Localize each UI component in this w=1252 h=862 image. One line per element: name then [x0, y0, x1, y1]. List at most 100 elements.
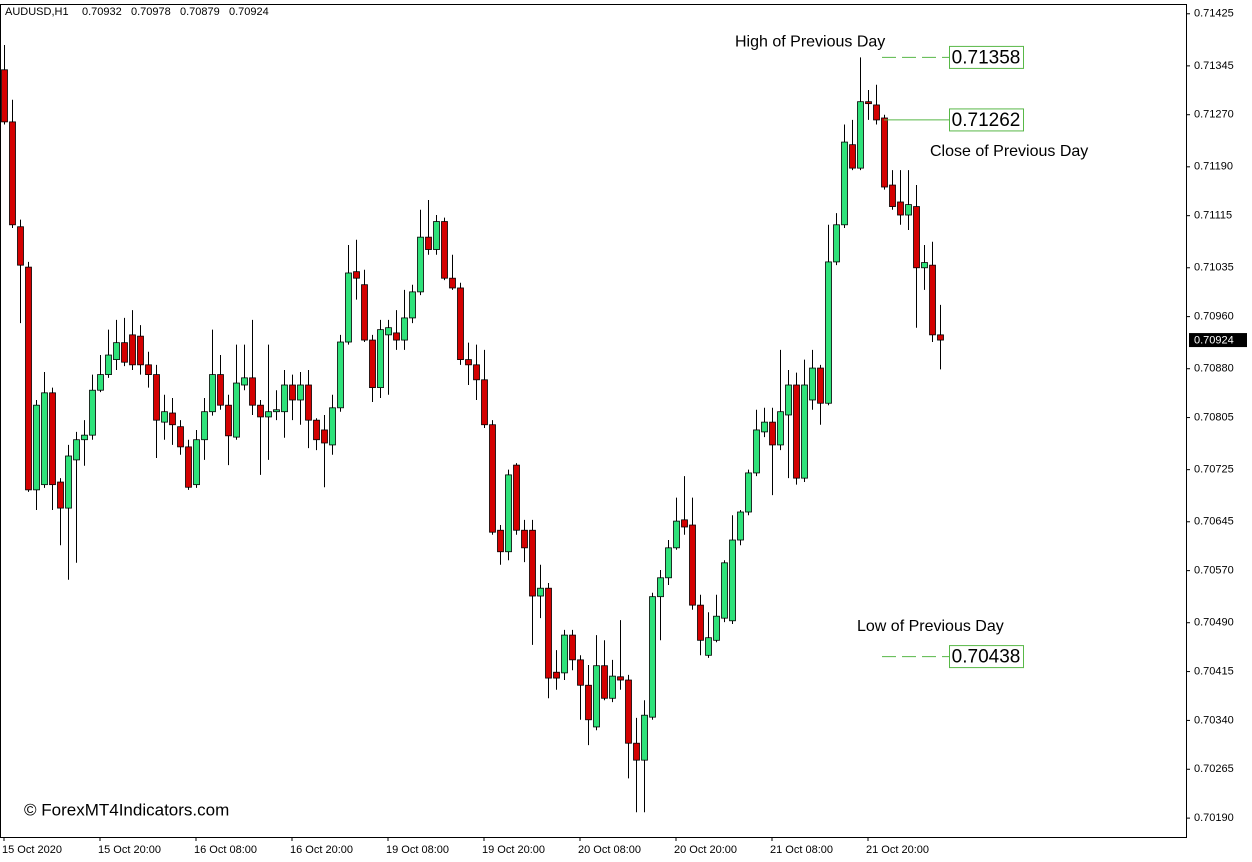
candle-body [297, 384, 304, 401]
candle-body [81, 434, 88, 441]
candle-body [937, 334, 944, 341]
candle-body [713, 615, 720, 641]
candle-body [489, 424, 496, 533]
y-tick-label: 0.71345 [1194, 60, 1234, 72]
candle-body [289, 384, 296, 401]
candle-body [625, 679, 632, 744]
candle-body [505, 474, 512, 553]
candle-body [105, 354, 112, 375]
level-box [949, 645, 1024, 669]
candle-body [537, 587, 544, 597]
candle-body [233, 382, 240, 438]
y-tick-label: 0.70880 [1194, 363, 1234, 375]
candle-body [57, 481, 64, 509]
candle-body [321, 429, 328, 444]
candle-body [849, 144, 856, 169]
candle-body [617, 676, 624, 681]
candle-body [353, 271, 360, 279]
level-box [949, 45, 1024, 69]
candle-body [97, 374, 104, 391]
y-tick-label: 0.70190 [1194, 812, 1234, 824]
candle-body [633, 742, 640, 761]
price-marker [1189, 333, 1247, 348]
candle-body [377, 329, 384, 389]
candle-body [169, 412, 176, 426]
candle-body [913, 206, 920, 269]
y-tick-label: 0.70490 [1194, 617, 1234, 629]
ohlc-low: 0.70879 [180, 6, 220, 18]
candle-body [161, 411, 168, 423]
candle-body [257, 404, 264, 418]
candle-body [561, 634, 568, 674]
candle-body [889, 184, 896, 207]
y-tick-label: 0.70645 [1194, 516, 1234, 528]
candle-body [857, 101, 864, 169]
candle-body [553, 671, 560, 679]
candle-body [473, 364, 480, 381]
candle-body [273, 409, 280, 413]
candle-body [873, 104, 880, 121]
candle-body [721, 562, 728, 619]
candle-body [441, 221, 448, 279]
candle-body [153, 374, 160, 421]
ohlc-close: 0.70924 [229, 6, 269, 18]
candle-body [345, 272, 352, 343]
symbol: AUDUSD,H1 [5, 6, 69, 18]
candle-body [305, 384, 312, 421]
candle-body [201, 411, 208, 441]
candle-body [177, 426, 184, 448]
candle-body [585, 684, 592, 721]
candle-body [921, 262, 928, 269]
candle-body [689, 524, 696, 606]
candle-body [241, 377, 248, 386]
candle-body [49, 392, 56, 486]
candle-body [657, 577, 664, 598]
ohlc-open: 0.70932 [82, 6, 122, 18]
candle-body [9, 121, 16, 226]
candle-body [697, 604, 704, 641]
candle-body [753, 429, 760, 474]
y-tick-label: 0.71270 [1194, 109, 1234, 121]
candle-body [113, 342, 120, 361]
candle-body [129, 334, 136, 366]
candle-body [801, 384, 808, 479]
candle-body [433, 221, 440, 250]
candle-body [809, 367, 816, 401]
x-tick-label: 19 Oct 20:00 [482, 844, 545, 856]
candle-body [425, 236, 432, 250]
candle-body [593, 665, 600, 728]
candle-body [745, 472, 752, 513]
candle-body [1, 69, 8, 123]
x-tick-label: 16 Oct 20:00 [290, 844, 353, 856]
candle-body [905, 204, 912, 216]
y-tick-label: 0.70805 [1194, 411, 1234, 423]
y-tick-label: 0.70340 [1194, 714, 1234, 726]
candle-body [569, 634, 576, 661]
candle-body [89, 389, 96, 436]
candle-body [881, 117, 888, 188]
y-tick-label: 0.70570 [1194, 565, 1234, 577]
candle-body [865, 101, 872, 105]
copyright: © ForexMT4Indicators.com [24, 800, 229, 819]
candle-body [785, 384, 792, 416]
candle-body [337, 341, 344, 409]
x-tick-label: 16 Oct 08:00 [194, 844, 257, 856]
candle-body [761, 421, 768, 433]
candle-body [65, 455, 72, 509]
candle-body [457, 287, 464, 361]
candle-body [73, 439, 80, 461]
candle-body [673, 520, 680, 549]
candle-body [705, 637, 712, 656]
candle-body [825, 261, 832, 404]
candle-body [329, 407, 336, 446]
ohlc-high: 0.70978 [131, 6, 171, 18]
candle-body [209, 374, 216, 413]
candle-body [369, 339, 376, 389]
candle-body [185, 446, 192, 488]
candle-body [25, 266, 32, 491]
candle-body [929, 264, 936, 336]
candle-body [577, 659, 584, 686]
candle-body [145, 364, 152, 375]
x-tick-label: 21 Oct 20:00 [866, 844, 929, 856]
